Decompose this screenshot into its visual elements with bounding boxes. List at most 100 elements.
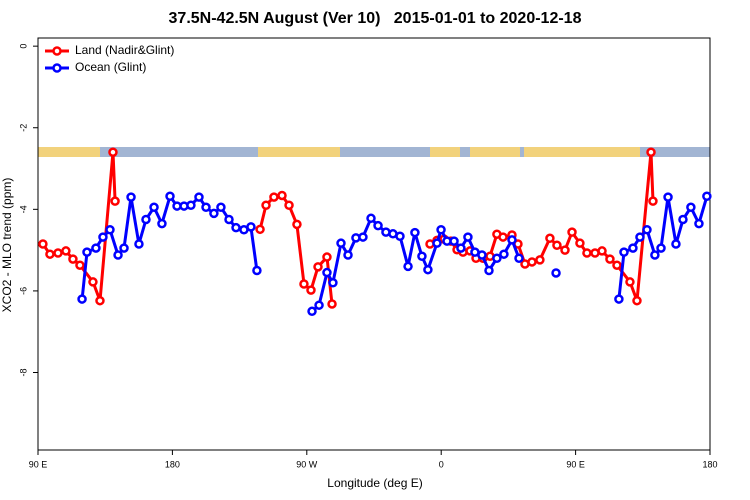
land-strip: [258, 147, 340, 157]
data-point: [498, 232, 508, 242]
data-point: [110, 196, 120, 206]
data-point: [261, 200, 271, 210]
data-point: [306, 285, 316, 295]
data-point: [284, 200, 294, 210]
data-point: [423, 264, 433, 275]
data-point: [560, 245, 570, 255]
data-point: [648, 196, 658, 206]
data-point: [246, 222, 256, 232]
data-point: [663, 192, 673, 202]
data-point: [61, 246, 71, 256]
data-point: [552, 240, 562, 250]
data-point: [292, 219, 302, 230]
data-point: [119, 243, 129, 253]
data-point: [625, 277, 635, 287]
data-point: [499, 249, 509, 259]
data-point: [582, 248, 592, 258]
x-tick-label: 90 E: [566, 459, 585, 469]
x-tick-label: 90 E: [29, 459, 48, 469]
data-point: [38, 239, 48, 249]
data-point: [277, 190, 287, 201]
legend-marker: [52, 63, 62, 73]
data-point: [82, 247, 92, 257]
data-point: [307, 306, 317, 317]
data-point: [635, 232, 645, 242]
data-point: [322, 252, 332, 262]
data-point: [514, 253, 524, 264]
data-point: [535, 255, 545, 265]
x-tick-label: 0: [439, 459, 444, 469]
land-strip: [38, 147, 100, 157]
data-point: [403, 261, 413, 272]
data-point: [650, 250, 660, 260]
data-point: [395, 231, 405, 241]
data-point: [456, 243, 466, 253]
y-tick-label: -4: [18, 205, 28, 213]
data-point: [322, 267, 332, 278]
data-point: [545, 233, 555, 244]
data-point: [646, 147, 656, 157]
data-point: [567, 227, 577, 237]
data-point: [91, 243, 101, 253]
data-point: [678, 214, 688, 225]
data-point: [165, 191, 175, 202]
y-tick-label: 0: [18, 44, 28, 49]
data-point: [597, 246, 607, 256]
data-point: [484, 265, 494, 276]
data-point: [134, 239, 144, 249]
data-point: [492, 253, 502, 264]
data-point: [410, 227, 420, 238]
data-point: [328, 278, 338, 288]
y-tick-label: -8: [18, 368, 28, 376]
data-point: [53, 248, 63, 258]
data-point: [366, 213, 376, 224]
chart-title: 37.5N-42.5N August (Ver 10) 2015-01-01 t…: [169, 10, 582, 27]
data-point: [314, 300, 324, 310]
data-point: [45, 249, 55, 259]
data-point: [612, 260, 622, 270]
data-point: [575, 238, 585, 248]
legend-box: [39, 39, 187, 77]
data-point: [619, 247, 629, 257]
data-point: [209, 208, 219, 219]
data-point: [299, 279, 309, 289]
data-point: [149, 202, 159, 213]
data-point: [373, 220, 383, 231]
x-tick-label: 90 W: [296, 459, 318, 469]
data-point: [694, 218, 704, 229]
data-point: [671, 239, 681, 249]
data-point: [336, 238, 346, 248]
data-point: [656, 243, 666, 253]
data-point: [105, 224, 115, 235]
data-point: [224, 214, 234, 225]
data-point: [126, 192, 136, 202]
data-point: [527, 257, 537, 267]
data-point: [642, 224, 652, 235]
data-point: [343, 250, 353, 260]
data-point: [628, 243, 638, 253]
data-point: [201, 202, 211, 213]
data-point: [551, 268, 561, 278]
legend: Land (Nadir&Glint) Ocean (Glint): [39, 39, 187, 77]
data-point: [88, 277, 98, 287]
land-strip: [524, 147, 640, 157]
legend-marker: [52, 46, 62, 56]
data-point: [463, 232, 473, 242]
data-point: [216, 202, 226, 213]
land-strip: [430, 147, 460, 157]
data-point: [269, 192, 279, 202]
y-tick-label: -2: [18, 124, 28, 132]
data-point: [417, 251, 427, 261]
data-point: [449, 236, 459, 246]
y-tick-label: -6: [18, 287, 28, 295]
data-point: [141, 214, 151, 225]
plot-frame: [37, 37, 711, 451]
data-point: [186, 200, 196, 210]
legend-label: Land (Nadir&Glint): [75, 43, 174, 57]
data-point: [113, 250, 123, 260]
data-point: [98, 232, 108, 242]
data-point: [231, 222, 241, 233]
x-tick-label: 180: [165, 459, 180, 469]
data-point: [686, 202, 696, 213]
